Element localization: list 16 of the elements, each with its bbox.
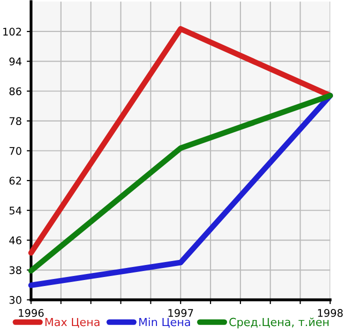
y-tick-label: 102 <box>3 28 21 36</box>
y-tick-label: 86 <box>9 87 22 96</box>
x-tick-label: 1997 <box>168 309 193 317</box>
legend-label: Сред.Цена, т.йен <box>229 318 329 328</box>
y-tick-label: 38 <box>10 266 22 274</box>
y-tick-label: 46 <box>9 236 22 244</box>
x-tick-label: 1996 <box>18 309 44 317</box>
y-tick-label: 54 <box>10 206 22 214</box>
y-tick-label: 62 <box>9 176 21 185</box>
x-tick-label: 1998 <box>318 309 343 317</box>
y-tick-label: 30 <box>10 296 22 304</box>
legend-label: Max Цена <box>45 318 100 328</box>
y-tick-label: 70 <box>10 146 22 155</box>
legend-label: Min Цена <box>139 318 190 328</box>
y-tick-label: 78 <box>10 117 22 126</box>
y-tick-label: 94 <box>9 58 22 66</box>
